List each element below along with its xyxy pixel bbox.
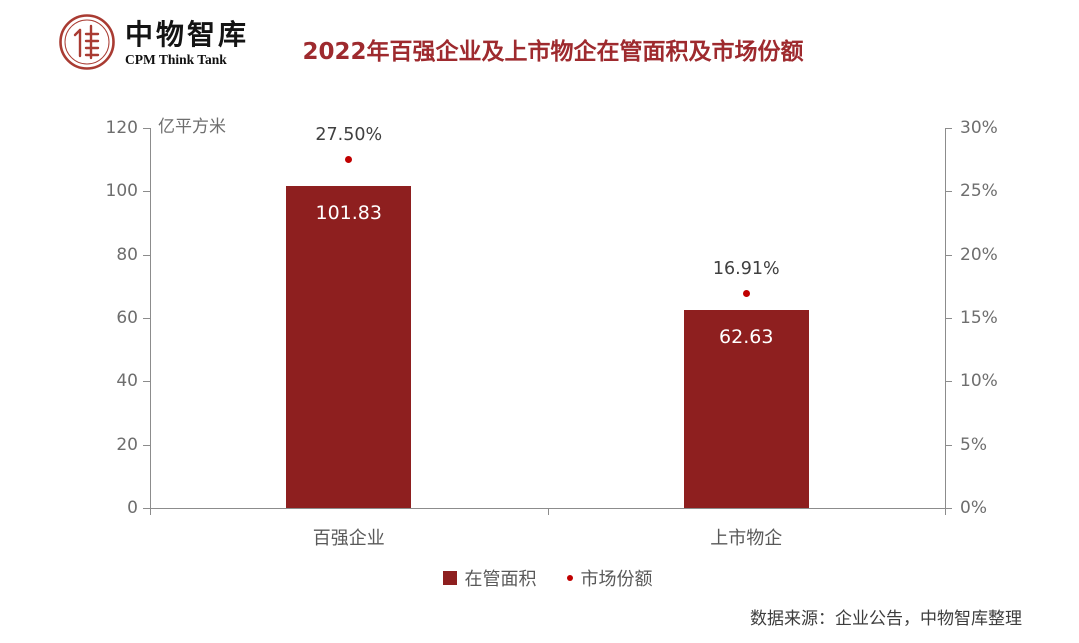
right-axis-tick [945, 318, 952, 319]
bar-series-marker-icon [442, 571, 457, 585]
right-axis-tick-label: 25% [960, 181, 998, 202]
right-axis-tick-label: 10% [960, 371, 998, 392]
point-value-label: 16.91% [712, 258, 780, 279]
bar-value-label: 62.63 [719, 325, 774, 348]
brand-logo: 中物智库 CPM Think Tank [58, 13, 249, 75]
right-axis-tick-label: 20% [960, 244, 998, 265]
right-axis-tick-label: 15% [960, 308, 998, 328]
category-label-2: 上市物企 [710, 528, 783, 549]
left-axis-tick [143, 254, 150, 256]
cpm-seal-icon [58, 13, 116, 75]
data-source-note: 数据来源：企业公告，中物智库整理 [750, 609, 1022, 629]
left-axis-line [150, 128, 151, 515]
legend: 在管面积 市场份额 [150, 565, 945, 591]
right-axis-tick [945, 444, 952, 446]
point-series-marker-icon [566, 575, 573, 581]
category-label-1: 百强企业 [312, 528, 385, 549]
right-axis-line [945, 128, 946, 515]
brand-text: 中物智库 CPM Think Tank [125, 21, 249, 67]
right-axis-tick [945, 508, 952, 509]
right-axis-tick-label: 0% [960, 498, 987, 518]
left-axis-tick-label: 60 [116, 308, 138, 328]
bar-value-label: 101.83 [315, 201, 382, 224]
point-value-label: 27.50% [315, 124, 383, 145]
right-axis-tick [945, 254, 952, 256]
right-axis-tick [945, 191, 952, 193]
left-axis-tick-label: 80 [116, 244, 138, 265]
bar-上市物企 [683, 309, 809, 508]
right-axis-tick [945, 381, 952, 383]
left-axis-tick-label: 120 [105, 118, 138, 138]
bar-百强企业 [286, 185, 412, 508]
market-share-point [742, 290, 750, 298]
market-share-point [345, 156, 353, 164]
chart-title: 2022年百强企业及上市物企在管面积及市场份额 [302, 39, 804, 65]
left-axis-tick [143, 508, 150, 509]
legend-label: 市场份额 [580, 569, 653, 590]
brand-name-cn: 中物智库 [125, 20, 250, 52]
brand-name-en: CPM Think Tank [125, 51, 227, 67]
left-axis-unit-label: 亿平方米 [158, 117, 226, 137]
legend-label: 在管面积 [464, 569, 537, 590]
left-axis-tick-label: 20 [116, 434, 138, 455]
right-axis-tick [945, 128, 952, 129]
left-axis-tick [143, 444, 150, 446]
left-axis-tick [143, 318, 150, 319]
right-axis-tick-label: 30% [960, 118, 998, 138]
legend-item-managed-area: 在管面积 [442, 565, 537, 591]
right-axis-tick-label: 5% [960, 434, 987, 455]
legend-item-market-share: 市场份额 [566, 565, 653, 591]
left-axis-tick [143, 128, 150, 129]
left-axis-tick-label: 0 [127, 498, 138, 518]
left-axis-tick-label: 100 [105, 181, 138, 202]
left-axis-tick [143, 191, 150, 193]
left-axis-tick [143, 381, 150, 383]
x-axis-mid-tick [547, 508, 549, 515]
left-axis-tick-label: 40 [116, 371, 138, 392]
